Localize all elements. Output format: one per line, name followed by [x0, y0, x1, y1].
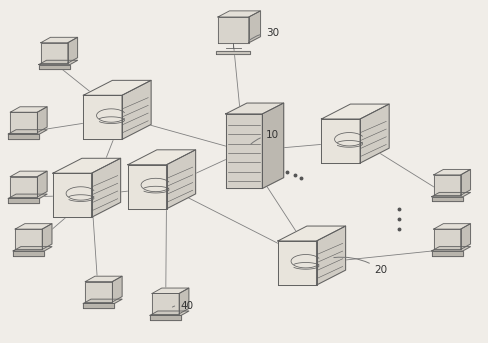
- Polygon shape: [434, 224, 470, 229]
- Polygon shape: [278, 226, 346, 241]
- Polygon shape: [461, 224, 470, 249]
- Polygon shape: [39, 60, 78, 64]
- Polygon shape: [128, 165, 166, 209]
- Polygon shape: [8, 194, 47, 199]
- Polygon shape: [218, 17, 249, 43]
- Polygon shape: [83, 80, 151, 95]
- Polygon shape: [150, 311, 189, 315]
- Polygon shape: [10, 171, 47, 177]
- Polygon shape: [10, 112, 38, 132]
- Polygon shape: [278, 241, 317, 285]
- Polygon shape: [431, 251, 463, 256]
- Polygon shape: [322, 104, 389, 119]
- Polygon shape: [15, 229, 42, 249]
- Polygon shape: [434, 169, 470, 175]
- Polygon shape: [166, 150, 196, 209]
- Polygon shape: [92, 158, 121, 217]
- Text: 20: 20: [334, 257, 388, 275]
- Polygon shape: [85, 276, 122, 282]
- Polygon shape: [53, 158, 121, 173]
- Polygon shape: [83, 304, 114, 308]
- Text: 40: 40: [172, 301, 193, 311]
- Polygon shape: [152, 288, 189, 294]
- Polygon shape: [434, 175, 461, 195]
- Polygon shape: [39, 64, 70, 69]
- Polygon shape: [431, 247, 470, 251]
- Polygon shape: [249, 11, 261, 43]
- Polygon shape: [431, 197, 463, 201]
- Polygon shape: [38, 107, 47, 132]
- Polygon shape: [83, 299, 122, 304]
- Polygon shape: [225, 114, 263, 188]
- Polygon shape: [13, 247, 52, 251]
- Polygon shape: [8, 134, 40, 139]
- Polygon shape: [41, 37, 78, 43]
- Polygon shape: [15, 224, 52, 229]
- Polygon shape: [42, 224, 52, 249]
- Polygon shape: [322, 119, 360, 163]
- Polygon shape: [461, 169, 470, 195]
- Polygon shape: [218, 11, 261, 17]
- Text: 10: 10: [251, 130, 279, 144]
- Text: 30: 30: [248, 28, 279, 41]
- Polygon shape: [68, 37, 78, 63]
- Polygon shape: [112, 276, 122, 302]
- Polygon shape: [8, 199, 40, 203]
- Polygon shape: [216, 51, 250, 54]
- Polygon shape: [179, 288, 189, 314]
- Polygon shape: [434, 229, 461, 249]
- Polygon shape: [41, 43, 68, 63]
- Polygon shape: [317, 226, 346, 285]
- Polygon shape: [431, 192, 470, 197]
- Polygon shape: [10, 177, 38, 197]
- Polygon shape: [10, 107, 47, 112]
- Polygon shape: [53, 173, 92, 217]
- Polygon shape: [128, 150, 196, 165]
- Polygon shape: [38, 171, 47, 197]
- Polygon shape: [13, 251, 44, 256]
- Polygon shape: [263, 103, 284, 188]
- Polygon shape: [152, 294, 179, 314]
- Polygon shape: [83, 95, 122, 139]
- Polygon shape: [150, 315, 181, 320]
- Polygon shape: [122, 80, 151, 139]
- Polygon shape: [8, 130, 47, 134]
- Polygon shape: [360, 104, 389, 163]
- Polygon shape: [85, 282, 112, 302]
- Polygon shape: [225, 103, 284, 114]
